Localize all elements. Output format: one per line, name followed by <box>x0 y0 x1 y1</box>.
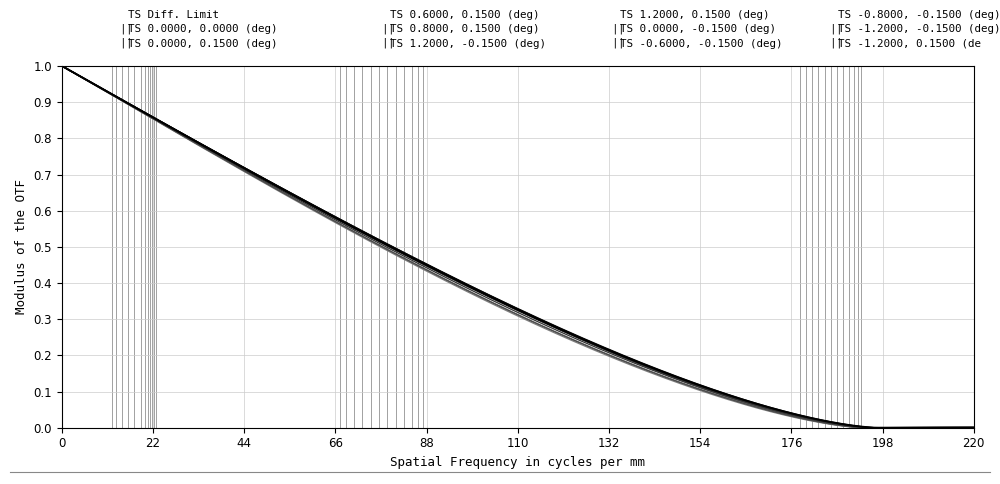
Text: |: | <box>387 38 394 48</box>
Text: TS -1.2000, 0.1500 (de: TS -1.2000, 0.1500 (de <box>838 39 981 49</box>
Text: TS 0.0000, 0.0000 (deg): TS 0.0000, 0.0000 (deg) <box>128 24 278 34</box>
Text: |: | <box>611 38 618 48</box>
Text: |: | <box>387 23 394 34</box>
Text: |: | <box>829 23 836 34</box>
Text: |: | <box>835 38 842 48</box>
Text: TS 0.6000, 0.1500 (deg): TS 0.6000, 0.1500 (deg) <box>390 10 540 20</box>
Text: |: | <box>119 23 126 34</box>
Text: |: | <box>381 23 388 34</box>
Text: TS -0.8000, -0.1500 (deg): TS -0.8000, -0.1500 (deg) <box>838 10 1000 20</box>
Text: TS -0.6000, -0.1500 (deg): TS -0.6000, -0.1500 (deg) <box>620 39 782 49</box>
Y-axis label: Modulus of the OTF: Modulus of the OTF <box>15 180 28 314</box>
Text: TS -1.2000, -0.1500 (deg): TS -1.2000, -0.1500 (deg) <box>838 24 1000 34</box>
Text: TS 0.8000, 0.1500 (deg): TS 0.8000, 0.1500 (deg) <box>390 24 540 34</box>
Text: |: | <box>617 38 624 48</box>
Text: TS 1.2000, -0.1500 (deg): TS 1.2000, -0.1500 (deg) <box>390 39 546 49</box>
Text: |: | <box>611 23 618 34</box>
Text: TS 0.0000, -0.1500 (deg): TS 0.0000, -0.1500 (deg) <box>620 24 776 34</box>
Text: TS 0.0000, 0.1500 (deg): TS 0.0000, 0.1500 (deg) <box>128 39 278 49</box>
Text: |: | <box>381 38 388 48</box>
X-axis label: Spatial Frequency in cycles per mm: Spatial Frequency in cycles per mm <box>390 456 645 469</box>
Text: |: | <box>617 23 624 34</box>
Text: TS 1.2000, 0.1500 (deg): TS 1.2000, 0.1500 (deg) <box>620 10 770 20</box>
Text: |: | <box>119 38 126 48</box>
Text: |: | <box>835 23 842 34</box>
Text: |: | <box>125 23 132 34</box>
Text: TS Diff. Limit: TS Diff. Limit <box>128 10 219 20</box>
Text: |: | <box>829 38 836 48</box>
Text: |: | <box>125 38 132 48</box>
